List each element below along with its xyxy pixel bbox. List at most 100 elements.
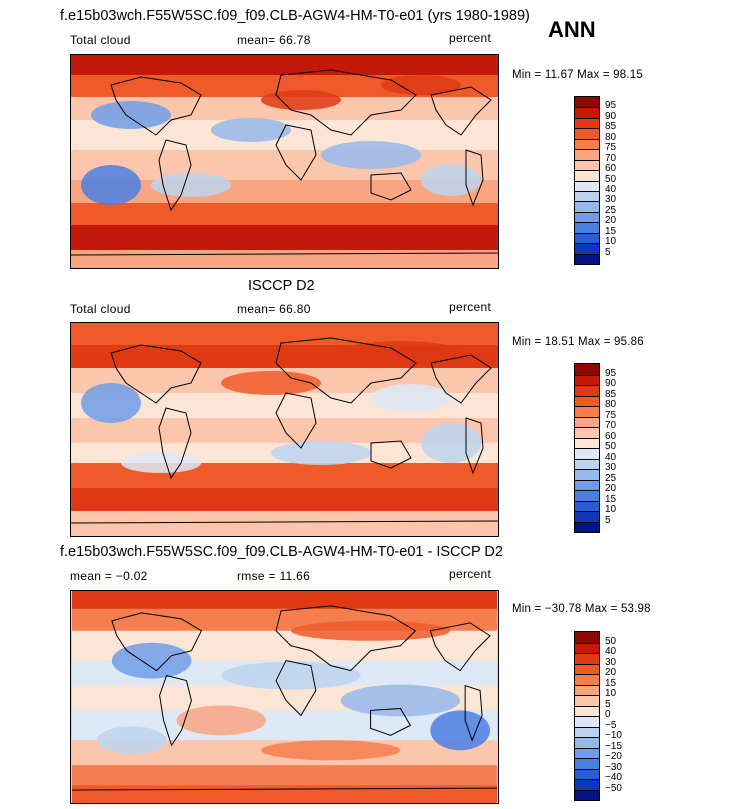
colorbar-segment	[575, 737, 599, 748]
colorbar-tick-label: 10	[605, 688, 617, 699]
colorbar-tick-label: −40	[605, 772, 622, 783]
colorbar-tick-label: 80	[605, 399, 617, 410]
colorbar-tick-label: 25	[605, 472, 617, 484]
colorbar-tick-label: −10	[605, 730, 622, 741]
colorbar-tick-label: −5	[605, 719, 617, 731]
colorbar-tick-label: 5	[605, 246, 611, 258]
map-field	[71, 55, 498, 268]
colorbar-tick-label: 75	[605, 409, 617, 421]
colorbar-tick-label: 15	[605, 493, 617, 505]
colorbar-segment	[575, 490, 599, 501]
colorbar-tick-label: 40	[605, 451, 617, 463]
colorbar-tick-label: 5	[605, 698, 611, 710]
colorbar-segment	[575, 159, 599, 171]
season-label: ANN	[548, 17, 596, 42]
colorbar-tick-label: 85	[605, 121, 617, 133]
colorbar-segment	[575, 469, 599, 480]
colorbar-tick-label: 10	[605, 504, 617, 515]
colorbar-tick-label: 50	[605, 635, 617, 647]
colorbar-segment	[575, 758, 599, 769]
colorbar-segment	[575, 458, 599, 469]
colorbar-segment	[575, 117, 599, 129]
panel1-units-label: percent	[449, 31, 492, 45]
colorbar-tick-label: −20	[605, 751, 622, 762]
colorbar-tick-label: 20	[605, 215, 617, 227]
colorbar-tick-label: 80	[605, 131, 617, 143]
colorbar-tick-label: 30	[605, 462, 617, 473]
colorbar-segment	[575, 779, 599, 790]
panel2-mean-label: mean= 66.80	[237, 302, 311, 316]
colorbar-tick-label: 90	[605, 110, 617, 122]
colorbar-tick-label: 60	[605, 430, 617, 442]
panel3-rmse-label: rmse = 11.66	[237, 569, 311, 583]
panel3-units-label: percent	[449, 567, 492, 581]
colorbar-segment	[575, 511, 599, 522]
colorbar-segment	[575, 632, 599, 643]
colorbar-segment	[575, 768, 599, 779]
panel1-variable-label: Total cloud	[70, 33, 131, 47]
colorbar-segment	[575, 232, 599, 244]
panel1-contour-map	[70, 54, 499, 269]
colorbar-tick-label: 70	[605, 152, 617, 164]
colorbar-tick-label: 15	[605, 225, 617, 237]
panel2-units-label: percent	[449, 300, 492, 314]
colorbar-segment	[575, 427, 599, 438]
colorbar-segment	[575, 789, 599, 800]
panel3-colorbar	[574, 631, 600, 801]
panel2-contour-map	[70, 322, 499, 537]
colorbar-tick-label: 0	[605, 709, 611, 720]
colorbar-tick-label: 40	[605, 646, 617, 657]
map-field	[71, 323, 498, 536]
colorbar-segment	[575, 253, 599, 264]
colorbar-segment	[575, 521, 599, 532]
colorbar-segment	[575, 374, 599, 385]
panel3-minmax: Min = −30.78 Max = 53.98	[512, 603, 651, 615]
panel2-colorbar	[574, 363, 600, 533]
colorbar-segment	[575, 416, 599, 427]
colorbar-segment	[575, 695, 599, 706]
colorbar-segment	[575, 406, 599, 417]
colorbar-tick-label: 50	[605, 441, 617, 452]
colorbar-segment	[575, 97, 599, 108]
colorbar-tick-label: 20	[605, 483, 617, 494]
case-title: f.e15b03wch.F55W5SC.f09_f09.CLB-AGW4-HM-…	[60, 8, 530, 24]
colorbar-tick-label: 5	[605, 514, 611, 526]
colorbar-segment	[575, 684, 599, 695]
colorbar-tick-label: −30	[605, 761, 622, 773]
colorbar-segment	[575, 385, 599, 396]
panel1-colorbar	[574, 96, 600, 265]
colorbar-segment	[575, 663, 599, 674]
colorbar-tick-label: 90	[605, 378, 617, 389]
colorbar-segment	[575, 653, 599, 664]
colorbar-segment	[575, 726, 599, 737]
colorbar-tick-label: −50	[605, 782, 622, 794]
colorbar-segment	[575, 674, 599, 685]
colorbar-tick-label: 75	[605, 142, 617, 154]
colorbar-segment	[575, 180, 599, 191]
colorbar-tick-label: 10	[605, 236, 617, 248]
colorbar-tick-label: 95	[605, 367, 617, 379]
colorbar-segment	[575, 705, 599, 716]
colorbar-segment	[575, 716, 599, 727]
colorbar-segment	[575, 500, 599, 511]
colorbar-tick-label: −15	[605, 740, 622, 752]
colorbar-segment	[575, 138, 599, 150]
colorbar-tick-label: 40	[605, 183, 617, 195]
colorbar-tick-label: 15	[605, 677, 617, 689]
panel3-contour-map	[70, 590, 499, 804]
colorbar-segment	[575, 448, 599, 459]
colorbar-segment	[575, 211, 599, 223]
colorbar-segment	[575, 364, 599, 375]
colorbar-tick-label: 30	[605, 656, 617, 668]
colorbar-tick-label: 95	[605, 100, 617, 112]
map-field	[72, 591, 497, 803]
panel3-mean-label: mean = −0.02	[70, 569, 148, 583]
panel3-header: f.e15b03wch.F55W5SC.f09_f09.CLB-AGW4-HM-…	[60, 544, 503, 560]
panel2-variable-label: Total cloud	[70, 302, 131, 316]
colorbar-segment	[575, 395, 599, 406]
colorbar-segment	[575, 201, 599, 212]
colorbar-segment	[575, 190, 599, 202]
colorbar-segment	[575, 149, 599, 160]
colorbar-tick-label: 25	[605, 204, 617, 216]
colorbar-segment	[575, 437, 599, 448]
